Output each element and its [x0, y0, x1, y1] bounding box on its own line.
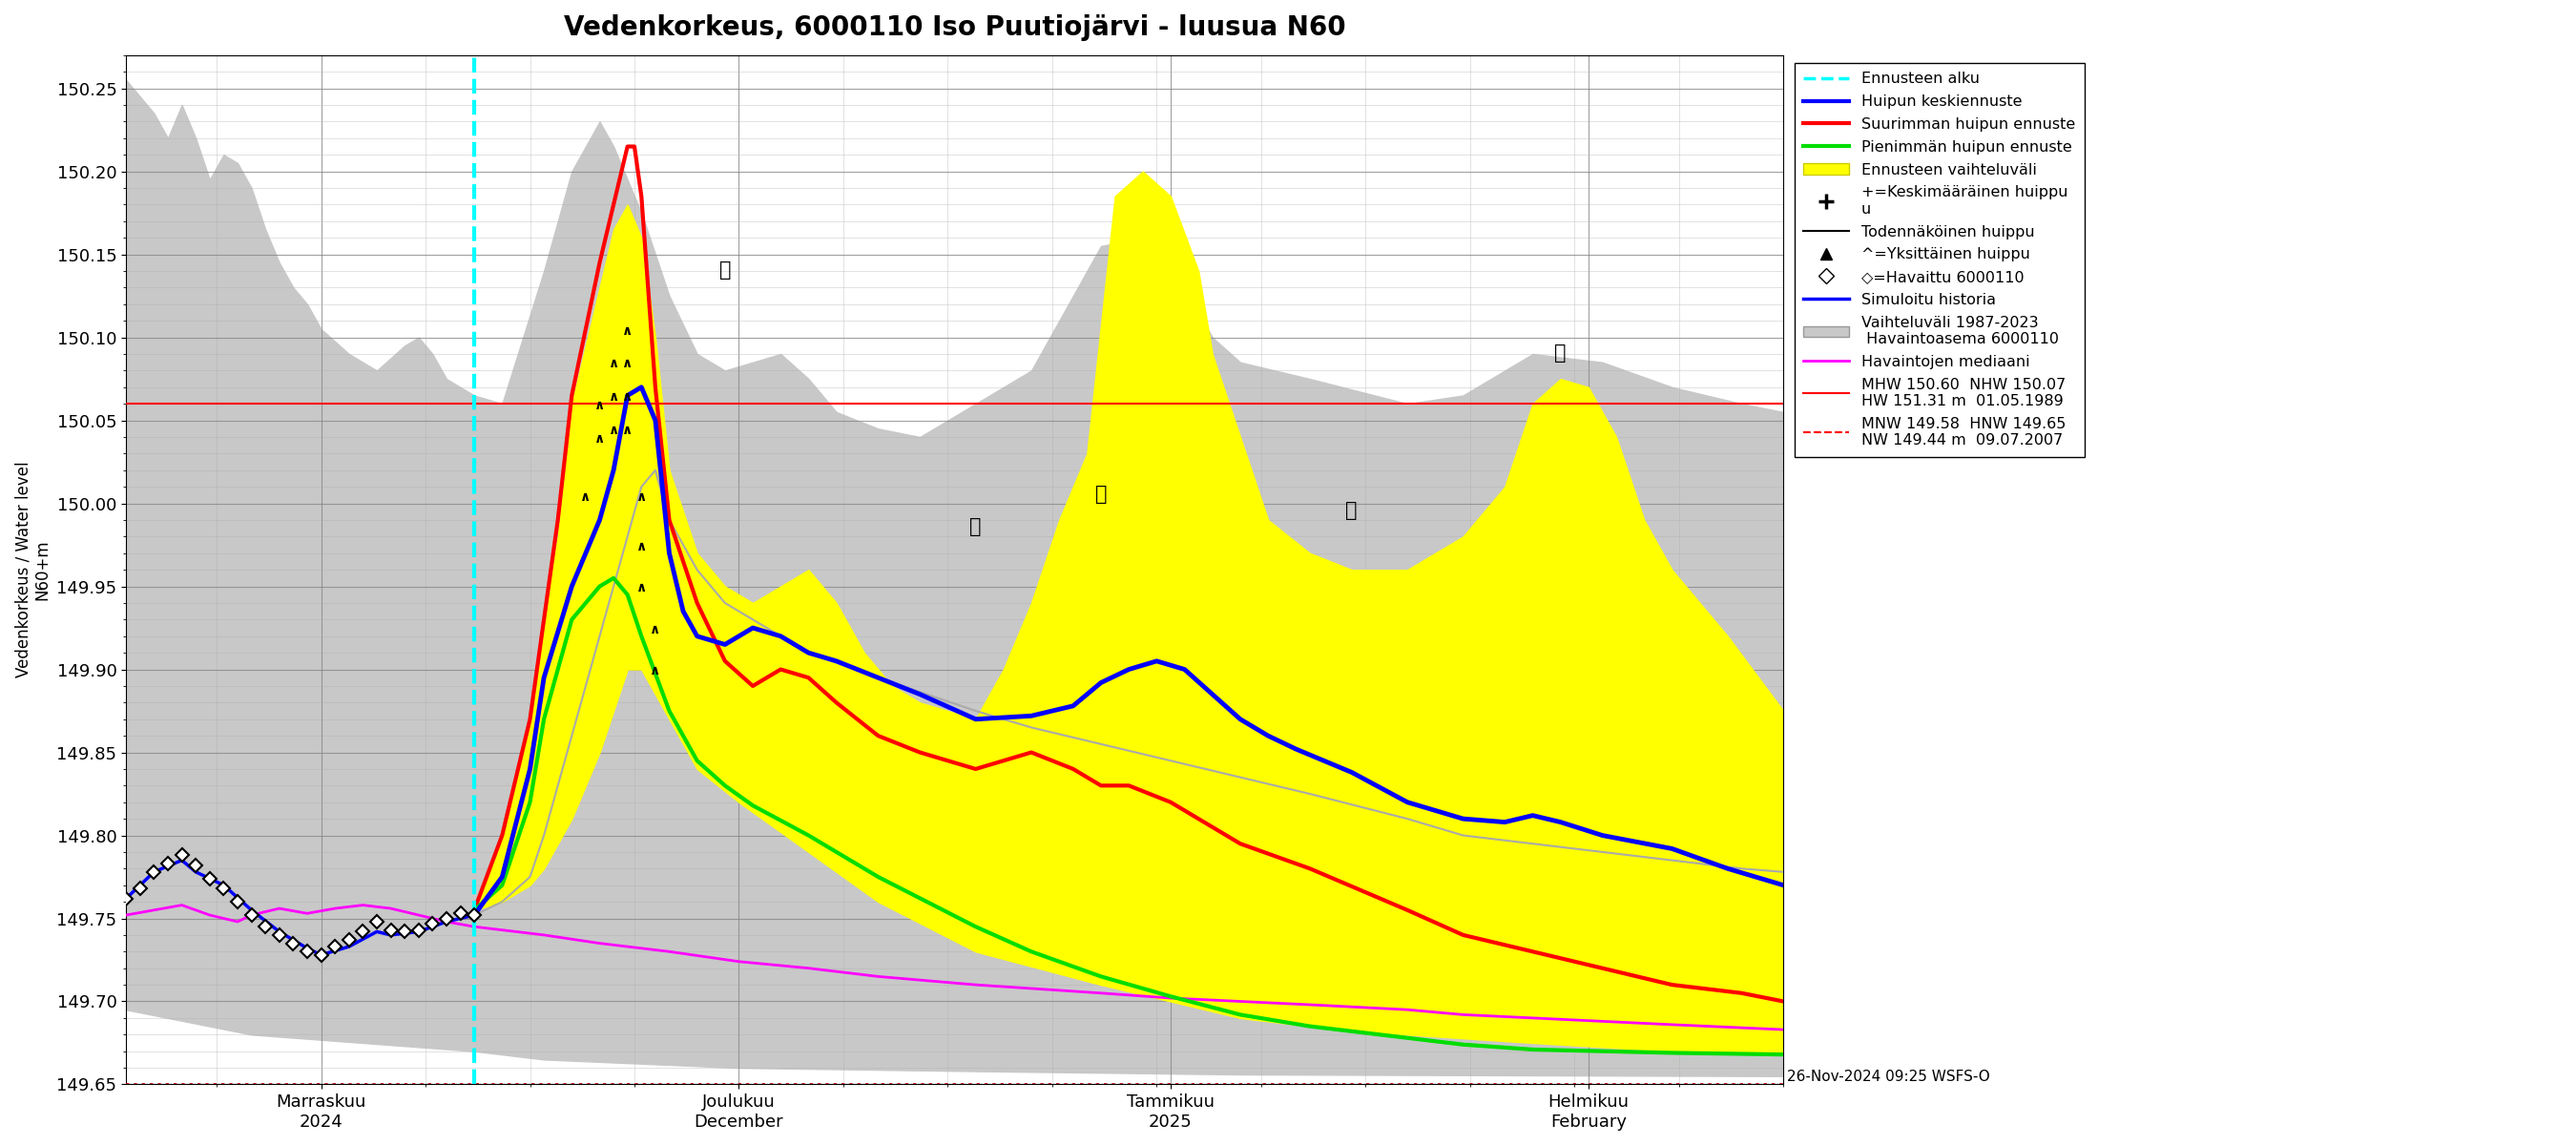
Y-axis label: Vedenkorkeus / Water level
N60+m: Vedenkorkeus / Water level N60+m	[15, 461, 52, 678]
Text: ⌢: ⌢	[1553, 344, 1566, 362]
Text: ∧: ∧	[595, 432, 605, 445]
Text: ∧: ∧	[636, 490, 647, 504]
Text: ∧: ∧	[636, 582, 647, 594]
Text: ⌢: ⌢	[1095, 484, 1108, 504]
Text: ∧: ∧	[608, 357, 618, 371]
Text: ∧: ∧	[623, 324, 634, 338]
Text: ⌢: ⌢	[719, 260, 732, 279]
Text: ∧: ∧	[608, 390, 618, 404]
Text: 26-Nov-2024 09:25 WSFS-O: 26-Nov-2024 09:25 WSFS-O	[1788, 1071, 1989, 1084]
Text: ∧: ∧	[608, 424, 618, 437]
Text: ∧: ∧	[623, 390, 634, 404]
Legend: Ennusteen alku, Huipun keskiennuste, Suurimman huipun ennuste, Pienimmän huipun : Ennusteen alku, Huipun keskiennuste, Suu…	[1795, 63, 2084, 457]
Text: ∧: ∧	[636, 539, 647, 553]
Text: ∧: ∧	[580, 490, 590, 504]
Text: ∧: ∧	[623, 424, 634, 437]
Text: ⌢: ⌢	[969, 518, 981, 537]
Text: ∧: ∧	[649, 623, 659, 637]
Text: ∧: ∧	[623, 357, 634, 371]
Text: ∧: ∧	[649, 664, 659, 678]
Text: ∧: ∧	[595, 398, 605, 412]
Title: Vedenkorkeus, 6000110 Iso Puutiojärvi - luusua N60: Vedenkorkeus, 6000110 Iso Puutiojärvi - …	[564, 14, 1345, 41]
Text: ⌢: ⌢	[1345, 500, 1358, 520]
